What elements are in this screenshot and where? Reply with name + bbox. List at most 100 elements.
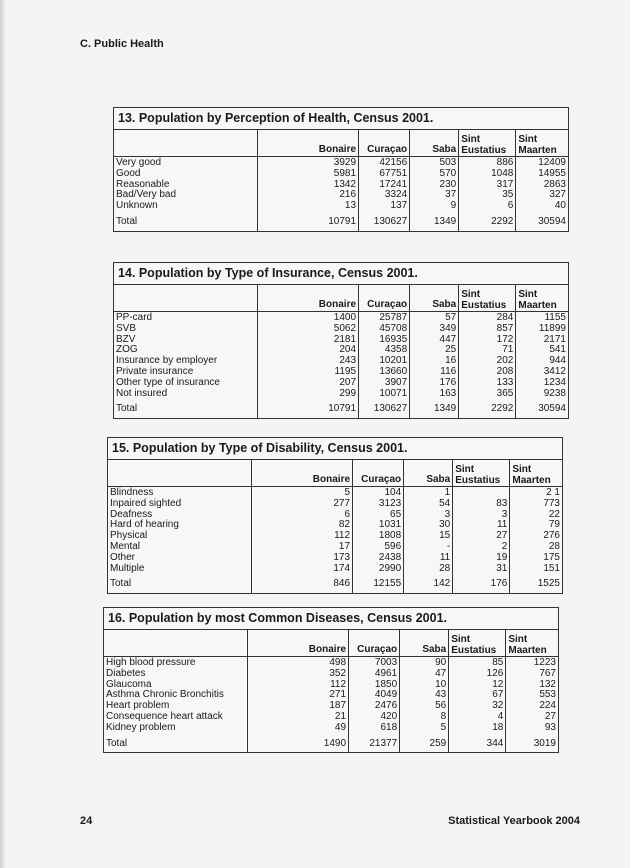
cell-value: 202 (458, 355, 517, 367)
data-table: Bonaire Curaçao Saba Sint Eustatius Sint Maa… (104, 630, 558, 753)
cell-value: 25787 (358, 311, 411, 324)
cell-value: 846 (251, 574, 354, 594)
cell-value: 132 (539, 678, 556, 690)
cell-value: 5 (399, 722, 450, 734)
cell-value: 10201 (358, 355, 411, 367)
cell-value: 27 (452, 530, 511, 542)
cell-value: 27 (544, 710, 556, 722)
cell-value: 2292 (458, 399, 517, 419)
row-label: Reasonable (114, 179, 258, 191)
cell-value: 1525 (537, 578, 560, 590)
cell-value: 133 (458, 377, 517, 389)
cell-value: 2476 (348, 700, 401, 712)
cell-value: 11 (403, 552, 454, 564)
cell-value: 1195 (257, 366, 360, 378)
row-label: Mental (108, 541, 252, 553)
cell-value: 10071 (358, 388, 411, 400)
cell-value: 10 (399, 679, 450, 691)
cell-value: 5 (251, 486, 354, 499)
column-header-text: Sint Maarten (508, 634, 547, 656)
cell-value: 17 (251, 541, 354, 553)
cell-value: 541 (549, 344, 566, 356)
table-row: Blindness 5 104 1 2 1 (108, 486, 562, 499)
column-header: Saba (399, 630, 450, 657)
row-label: Total (114, 399, 258, 419)
column-header: Curaçao (352, 460, 405, 487)
header-row: Bonaire Curaçao Saba Sint Eustatius Sint Maa… (104, 630, 558, 657)
cell-value: 9 (409, 200, 460, 212)
cell-value: 6 (458, 200, 517, 212)
cell-value: 1808 (352, 530, 405, 542)
row-label: Hard of hearing (108, 520, 252, 532)
cell-value: 208 (458, 366, 517, 378)
cell-value: 618 (348, 722, 401, 734)
total-row: Total 10791 130627 1349 2292 30594 (114, 211, 568, 231)
cell-value: 1155 (544, 312, 566, 323)
row-label: BZV (114, 334, 258, 346)
table-row: Hard of hearing 82 1031 30 11 79 (108, 520, 562, 532)
cell-value: 447 (409, 334, 460, 346)
row-label: Inpaired sighted (108, 498, 252, 510)
total-row: Total 846 12155 142 176 1525 (108, 574, 562, 594)
cell-value: 224 (539, 700, 556, 712)
cell-value: 104 (352, 486, 405, 499)
cell-value: 18 (448, 722, 507, 734)
cell-value: 5062 (257, 323, 360, 335)
table-row: Mental 17 596-2 28 (108, 541, 562, 553)
header-blank (104, 630, 248, 657)
cell-value: 1490 (247, 733, 350, 753)
page-number: 24 (80, 815, 93, 827)
table-row: Bad/Very bad 216 3324 37 35 327 (114, 189, 568, 202)
cell-value: 15 (403, 530, 454, 542)
cell-value: 207 (257, 377, 360, 389)
cell-value: 3412 (543, 365, 566, 377)
cell-value: 67751 (358, 168, 411, 180)
cell-value: 40 (554, 200, 566, 212)
table-14: 14. Population by Type of Insurance, Cen… (113, 262, 569, 420)
data-table: Bonaire Curaçao Saba Sint Eustatius Sint Maa… (114, 130, 568, 231)
cell-value: 1850 (348, 679, 401, 691)
cell-value: 1342 (257, 179, 360, 191)
table-row: Physical 112 1808 15 27 276 (108, 530, 562, 542)
column-header: Sint Maarten (509, 460, 562, 487)
cell-value: 45708 (358, 323, 411, 335)
cell-value: 116 (409, 366, 460, 378)
cell-value: 21 (247, 711, 350, 723)
cell-value: 83 (452, 498, 511, 510)
table-row: PP-card 1400 25787 57 284 1155 (114, 311, 568, 324)
row-label: Total (108, 574, 252, 594)
cell-value: 12 (448, 679, 507, 691)
cell-value: - (403, 541, 454, 553)
cell-value: 5981 (257, 168, 360, 180)
cell-value: 12155 (352, 574, 405, 594)
column-header: Sint Eustatius (458, 285, 517, 312)
column-header: Sint Eustatius (448, 630, 507, 657)
column-header: Sint Maarten (515, 130, 568, 157)
cell-value: 31 (452, 563, 511, 575)
cell-value: 344 (448, 733, 507, 753)
cell-value: 112 (247, 679, 350, 691)
cell-value: 4 (448, 711, 507, 723)
cell-value: 271 (247, 690, 350, 702)
cell-value: 327 (549, 189, 566, 201)
cell-value: 130627 (358, 211, 411, 231)
section-heading: C. Public Health (80, 38, 164, 50)
cell-value: 82 (251, 520, 354, 532)
cell-value: 7003 (348, 656, 401, 669)
column-header-text: Sint Maarten (512, 464, 551, 486)
cell-value: 9238 (543, 387, 566, 399)
cell-value: 2438 (352, 552, 405, 564)
cell-value: 32 (448, 700, 507, 712)
cell-value: 163 (409, 388, 460, 400)
cell-value: 503 (409, 156, 460, 169)
header-blank (114, 285, 258, 312)
cell-value: 16935 (358, 334, 411, 346)
cell-value: 352 (247, 668, 350, 680)
cell-value: 944 (549, 355, 566, 367)
column-header-text: Sint Eustatius (455, 464, 501, 486)
cell-value: 65 (352, 509, 405, 521)
table-row: Unknown 13 137 9 6 40 (114, 200, 568, 212)
cell-value: 30594 (538, 403, 566, 415)
cell-value: 3907 (358, 377, 411, 389)
row-label: Total (114, 211, 258, 231)
